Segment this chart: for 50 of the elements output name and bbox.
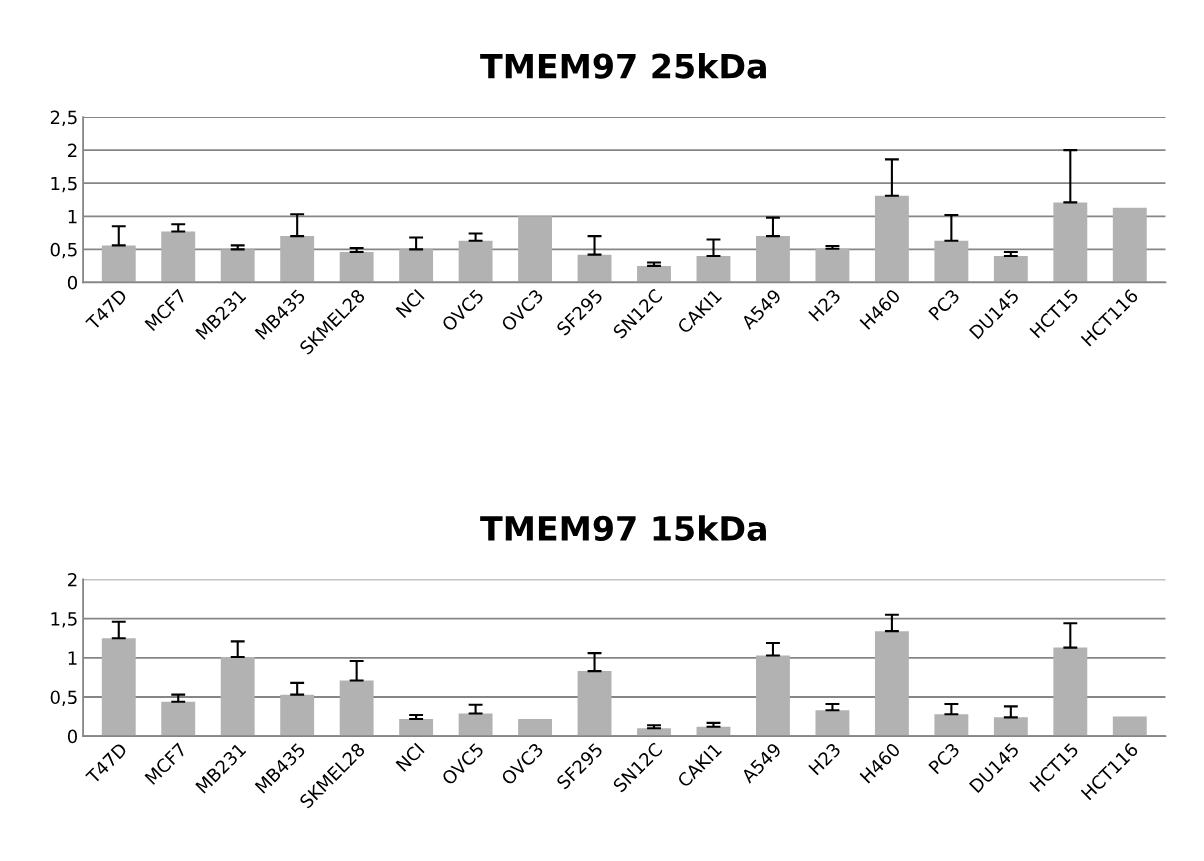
bar [637,265,671,283]
bar [220,249,255,283]
bar [518,216,553,283]
y-tick-label: 1,5 [51,176,77,193]
bar [815,710,850,737]
y-tick-label: 0 [67,729,78,744]
y-tick-label: 2 [68,143,77,158]
bar [696,255,731,283]
y-tick-label: 0,5 [50,690,77,706]
bar [756,655,790,737]
bar [339,680,374,737]
bar [756,236,790,283]
bar [280,694,315,737]
chart-title: TMEM97 25kDa [480,52,766,79]
bar [1053,202,1088,283]
bar [577,671,612,737]
bar [993,255,1028,283]
bar [161,231,196,283]
x-tick-label: NCI [395,742,425,772]
bar [874,631,909,737]
bar [101,638,136,737]
bar [993,717,1028,737]
y-tick-label: 2,5 [50,110,77,127]
bar [1053,647,1088,737]
x-tick-label: NCI [395,288,425,319]
bar [220,657,255,737]
y-tick-label: 1 [68,651,77,665]
y-tick-label: 0 [67,275,78,290]
bar [280,236,315,283]
bar [399,249,434,283]
x-tick-label: PC3 [928,742,961,775]
bar [518,718,553,737]
y-tick-label: 2 [68,572,77,587]
bar [815,248,850,283]
bar [1112,716,1147,737]
bar [161,701,196,737]
y-tick-label: 1 [68,209,77,224]
bar [458,240,493,283]
bar [458,713,493,737]
y-tick-label: 1,5 [51,612,77,628]
y-tick-label: 0,5 [50,242,77,259]
chart-title: TMEM97 15kDa [480,515,766,542]
bar [577,254,612,283]
bar [1112,207,1147,283]
bar [934,714,969,737]
bar [339,251,374,283]
bar [874,195,909,283]
bar [399,718,434,737]
bar [101,245,136,283]
bar [934,240,969,283]
